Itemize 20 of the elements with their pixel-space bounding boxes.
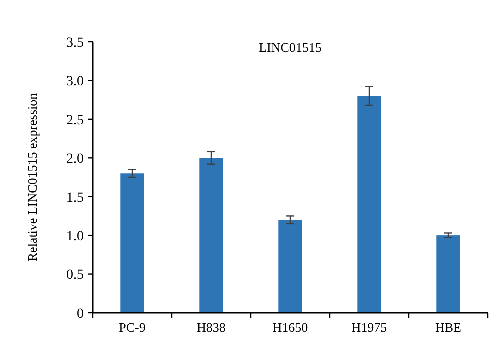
y-tick-label: 3.5 xyxy=(66,36,84,51)
y-tick-label: 2.0 xyxy=(66,152,84,168)
bar xyxy=(436,236,460,313)
y-tick-label: 0 xyxy=(77,306,84,322)
chart-title: LINC01515 xyxy=(259,40,322,55)
x-tick-label: H1975 xyxy=(352,320,388,335)
y-axis-title: Relative LINC01515 expression xyxy=(25,92,40,262)
y-tick-label: 2.5 xyxy=(66,113,84,128)
x-tick-label: PC-9 xyxy=(119,320,146,335)
y-tick-label: 3.0 xyxy=(66,74,84,90)
x-tick-label: H1650 xyxy=(272,320,308,335)
bar xyxy=(120,174,144,313)
y-tick-label: 1.5 xyxy=(66,190,84,206)
bar xyxy=(278,220,302,313)
bar xyxy=(200,158,224,313)
y-tick-label: 1.0 xyxy=(66,229,84,244)
bar xyxy=(358,96,382,313)
x-tick-label: HBE xyxy=(436,320,462,335)
x-tick-label: H838 xyxy=(197,320,226,335)
y-tick-label: 0.5 xyxy=(66,268,84,284)
